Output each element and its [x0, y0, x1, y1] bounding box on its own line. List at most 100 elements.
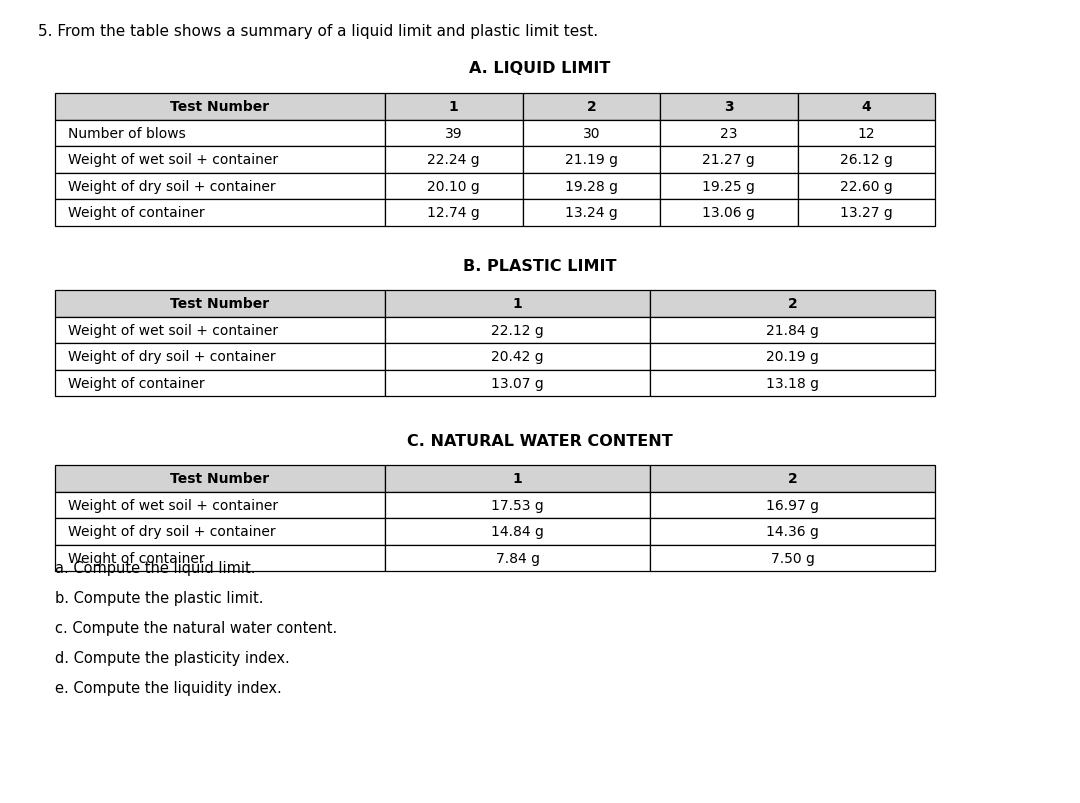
Bar — [384, 544, 650, 571]
Text: 12: 12 — [858, 127, 875, 141]
Text: 13.06 g: 13.06 g — [702, 206, 755, 220]
Bar — [55, 291, 384, 317]
Bar — [55, 344, 384, 370]
Bar — [384, 147, 523, 173]
Text: Weight of wet soil + container: Weight of wet soil + container — [68, 153, 279, 167]
Text: 1: 1 — [449, 100, 459, 114]
Bar — [650, 291, 935, 317]
Text: 5. From the table shows a summary of a liquid limit and plastic limit test.: 5. From the table shows a summary of a l… — [38, 24, 598, 39]
Bar — [523, 200, 660, 226]
Bar — [384, 466, 650, 492]
Text: 14.84 g: 14.84 g — [491, 524, 544, 539]
Text: 2: 2 — [586, 100, 596, 114]
Text: 23: 23 — [720, 127, 738, 141]
Bar — [660, 94, 797, 120]
Text: Number of blows: Number of blows — [68, 127, 186, 141]
Text: B. PLASTIC LIMIT: B. PLASTIC LIMIT — [463, 259, 617, 274]
Bar — [55, 173, 384, 200]
Bar — [797, 200, 935, 226]
Text: 21.84 g: 21.84 g — [766, 324, 819, 337]
Bar — [384, 200, 523, 226]
Text: Weight of wet soil + container: Weight of wet soil + container — [68, 324, 279, 337]
Bar — [55, 466, 384, 492]
Bar — [523, 147, 660, 173]
Bar — [650, 544, 935, 571]
Text: 20.10 g: 20.10 g — [428, 180, 481, 194]
Text: Weight of dry soil + container: Weight of dry soil + container — [68, 524, 275, 539]
Bar — [660, 147, 797, 173]
Text: 13.18 g: 13.18 g — [766, 377, 819, 390]
Bar — [384, 519, 650, 544]
Text: 1: 1 — [513, 471, 523, 486]
Bar — [650, 519, 935, 544]
Text: A. LIQUID LIMIT: A. LIQUID LIMIT — [470, 61, 610, 76]
Bar — [660, 173, 797, 200]
Text: 13.07 g: 13.07 g — [491, 377, 544, 390]
Text: Weight of container: Weight of container — [68, 206, 204, 220]
Text: 7.84 g: 7.84 g — [496, 551, 540, 565]
Text: 21.19 g: 21.19 g — [565, 153, 618, 167]
Bar — [55, 492, 384, 519]
Bar — [660, 200, 797, 226]
Bar — [384, 94, 523, 120]
Text: Test Number: Test Number — [171, 471, 270, 486]
Bar — [55, 370, 384, 397]
Text: 21.27 g: 21.27 g — [702, 153, 755, 167]
Text: 13.24 g: 13.24 g — [565, 206, 618, 220]
Text: Weight of container: Weight of container — [68, 377, 204, 390]
Text: 1: 1 — [513, 297, 523, 311]
Bar — [384, 317, 650, 344]
Bar — [660, 120, 797, 147]
Text: Test Number: Test Number — [171, 100, 270, 114]
Text: 22.12 g: 22.12 g — [491, 324, 544, 337]
Text: 22.24 g: 22.24 g — [428, 153, 481, 167]
Text: a. Compute the liquid limit.: a. Compute the liquid limit. — [55, 560, 256, 576]
Bar — [384, 492, 650, 519]
Text: 7.50 g: 7.50 g — [770, 551, 814, 565]
Text: Weight of container: Weight of container — [68, 551, 204, 565]
Bar — [650, 344, 935, 370]
Text: Test Number: Test Number — [171, 297, 270, 311]
Bar — [55, 519, 384, 544]
Bar — [650, 317, 935, 344]
Bar — [55, 544, 384, 571]
Bar — [650, 370, 935, 397]
Text: d. Compute the plasticity index.: d. Compute the plasticity index. — [55, 650, 289, 666]
Bar — [797, 120, 935, 147]
Text: 16.97 g: 16.97 g — [766, 498, 819, 512]
Bar — [523, 94, 660, 120]
Text: c. Compute the natural water content.: c. Compute the natural water content. — [55, 621, 337, 636]
Text: 12.74 g: 12.74 g — [428, 206, 481, 220]
Text: 14.36 g: 14.36 g — [766, 524, 819, 539]
Bar — [384, 370, 650, 397]
Bar — [55, 94, 384, 120]
Text: 26.12 g: 26.12 g — [840, 153, 893, 167]
Bar — [650, 466, 935, 492]
Text: 20.19 g: 20.19 g — [766, 350, 819, 364]
Text: 30: 30 — [582, 127, 600, 141]
Text: 3: 3 — [724, 100, 733, 114]
Bar — [55, 317, 384, 344]
Text: Weight of dry soil + container: Weight of dry soil + container — [68, 350, 275, 364]
Text: e. Compute the liquidity index.: e. Compute the liquidity index. — [55, 681, 282, 695]
Bar — [384, 173, 523, 200]
Bar — [384, 291, 650, 317]
Text: 4: 4 — [862, 100, 872, 114]
Text: 2: 2 — [787, 297, 797, 311]
Text: Weight of dry soil + container: Weight of dry soil + container — [68, 180, 275, 194]
Text: C. NATURAL WATER CONTENT: C. NATURAL WATER CONTENT — [407, 434, 673, 449]
Text: 19.28 g: 19.28 g — [565, 180, 618, 194]
Text: 22.60 g: 22.60 g — [840, 180, 893, 194]
Text: 17.53 g: 17.53 g — [491, 498, 544, 512]
Bar — [55, 147, 384, 173]
Text: 19.25 g: 19.25 g — [702, 180, 755, 194]
Bar — [384, 120, 523, 147]
Text: 2: 2 — [787, 471, 797, 486]
Bar — [797, 147, 935, 173]
Text: 13.27 g: 13.27 g — [840, 206, 893, 220]
Text: Weight of wet soil + container: Weight of wet soil + container — [68, 498, 279, 512]
Bar — [650, 492, 935, 519]
Bar — [797, 94, 935, 120]
Bar — [797, 173, 935, 200]
Bar — [523, 120, 660, 147]
